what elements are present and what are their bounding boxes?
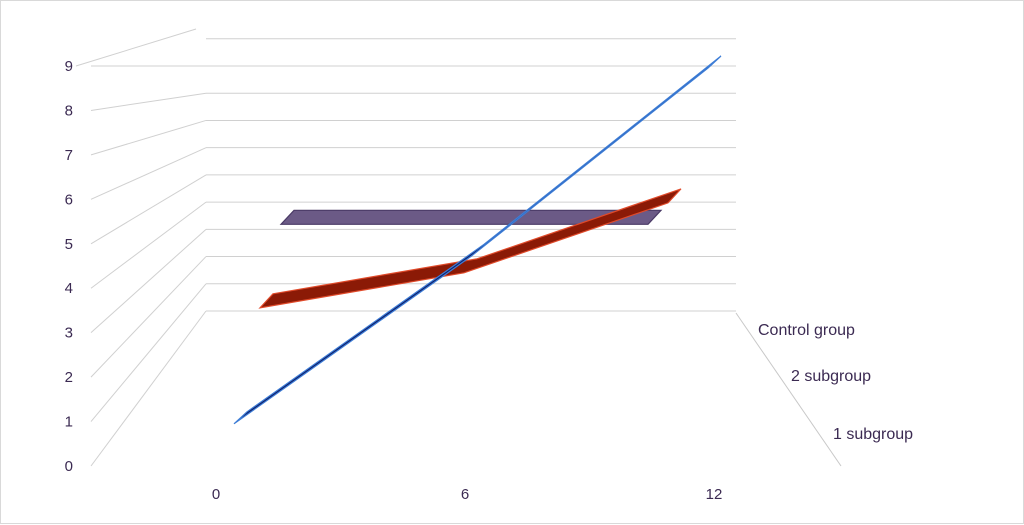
y-tick-label: 9: [65, 58, 73, 75]
series-ribbon-body: [279, 209, 663, 225]
gridline-depth: [90, 92, 207, 111]
y-tick-label: 0: [65, 458, 73, 475]
series-ribbon-2-subgroup: [258, 188, 682, 309]
series-label: 2 subgroup: [791, 368, 871, 385]
series-label: Control group: [758, 322, 855, 339]
axis-walls: [735, 312, 842, 467]
gridline-depth: [90, 147, 207, 200]
depth-axis-line: [735, 312, 842, 467]
y-tick-label: 6: [65, 191, 73, 208]
y-tick-label: 4: [65, 280, 73, 297]
gridline-depth: [90, 283, 207, 422]
series-ribbon-body: [258, 188, 682, 309]
x-tick-label: 12: [706, 486, 723, 503]
series-labels: Control group 2 subgroup 1 subgroup: [758, 322, 913, 443]
series-ribbon-control-group: [279, 209, 663, 225]
series-ribbon-body: [233, 55, 722, 425]
y-tick-label: 2: [65, 369, 73, 386]
gridline-depth: [90, 119, 207, 156]
gridline-depth: [75, 28, 197, 67]
gridlines: [75, 28, 736, 467]
gridline-depth: [90, 174, 207, 245]
gridline-depth: [90, 228, 207, 334]
x-tick-label: 6: [461, 486, 469, 503]
y-tick-label: 5: [65, 236, 73, 253]
gridline-depth: [90, 201, 207, 289]
gridline-depth: [90, 256, 207, 378]
y-tick-label: 8: [65, 102, 73, 119]
series-label: 1 subgroup: [833, 426, 913, 443]
series-ribbons: [233, 55, 722, 425]
x-axis-ticks: 0 6 12: [212, 486, 723, 503]
gridline-depth: [90, 310, 207, 467]
series-ribbon-1-subgroup: [233, 55, 722, 425]
y-tick-label: 7: [65, 147, 73, 164]
y-axis-ticks: 0 1 2 3 4 5 6 7 8 9: [65, 58, 73, 475]
y-tick-label: 3: [65, 325, 73, 342]
y-tick-label: 1: [65, 414, 73, 431]
x-tick-label: 0: [212, 486, 220, 503]
